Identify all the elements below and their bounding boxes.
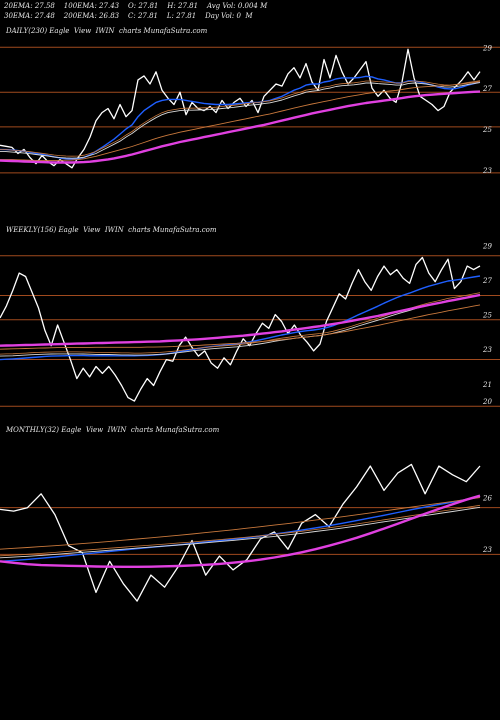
day-vol-readout: Day Vol: 0 M — [205, 12, 253, 20]
weekly-panel: 29 27 25 23 21 20 — [0, 242, 500, 407]
daily-ema200-line — [0, 90, 481, 164]
weekly-y-tick-label-2: 25 — [482, 312, 492, 320]
weekly-y-tick-label-1: 27 — [482, 277, 492, 285]
weekly-ema100-line — [0, 304, 481, 350]
weekly-y-tick-label-4: 21 — [482, 381, 492, 389]
monthly-ema100-line — [0, 497, 481, 550]
ema200-readout: 200EMA: 26.83 — [63, 12, 120, 20]
weekly-price-line — [0, 256, 481, 402]
monthly-price-line — [0, 463, 481, 602]
daily-price-line — [0, 48, 481, 169]
monthly-ema200-line — [0, 494, 481, 568]
daily-y-tick-label-3: 23 — [482, 167, 492, 175]
daily-panel: 29 27 25 23 — [0, 44, 500, 175]
monthly-panel: 26 23 — [0, 463, 500, 602]
daily-y-tick-label-0: 29 — [482, 44, 492, 52]
weekly-ema30-line — [0, 294, 481, 357]
daily-ema30-line — [0, 82, 481, 159]
daily-y-tick-label-1: 27 — [482, 85, 492, 93]
daily-ema30-shadow-line — [0, 80, 481, 157]
weekly-y-tick-label-0: 29 — [482, 242, 492, 250]
weekly-panel-title: WEEKLY(156) Eagle View IWIN charts Munaf… — [6, 226, 217, 234]
daily-ema100-line — [0, 81, 481, 162]
ema20-readout: 20EMA: 27.58 — [4, 2, 55, 10]
monthly-ema30-line — [0, 506, 481, 559]
high-readout: H: 27.81 — [167, 2, 199, 10]
header-line-1: 20EMA: 27.58 100EMA: 27.43 O: 27.81 H: 2… — [4, 2, 267, 10]
monthly-panel-title: MONTHLY(32) Eagle View IWIN charts Munaf… — [6, 426, 220, 434]
close-readout: C: 27.81 — [128, 12, 158, 20]
monthly-y-tick-label-0: 26 — [482, 494, 492, 502]
monthly-y-tick-label-1: 23 — [482, 546, 492, 554]
monthly-ema30-shadow-line — [0, 504, 481, 557]
header-line-2: 30EMA: 27.48 200EMA: 26.83 C: 27.81 L: 2… — [4, 12, 253, 20]
ema30-readout: 30EMA: 27.48 — [4, 12, 55, 20]
monthly-ema20-line — [0, 496, 481, 562]
weekly-y-tick-label-3: 23 — [482, 346, 492, 354]
ema100-readout: 100EMA: 27.43 — [63, 2, 120, 10]
avg-vol-readout: Avg Vol: 0.004 M — [206, 2, 268, 10]
daily-panel-title: DAILY(230) Eagle View IWIN charts Munafa… — [6, 27, 208, 35]
low-readout: L: 27.81 — [166, 12, 197, 20]
open-readout: O: 27.81 — [128, 2, 159, 10]
daily-y-tick-label-2: 25 — [482, 126, 492, 134]
weekly-ema200-line — [0, 293, 481, 347]
weekly-y-tick-label-5: 20 — [482, 398, 492, 406]
